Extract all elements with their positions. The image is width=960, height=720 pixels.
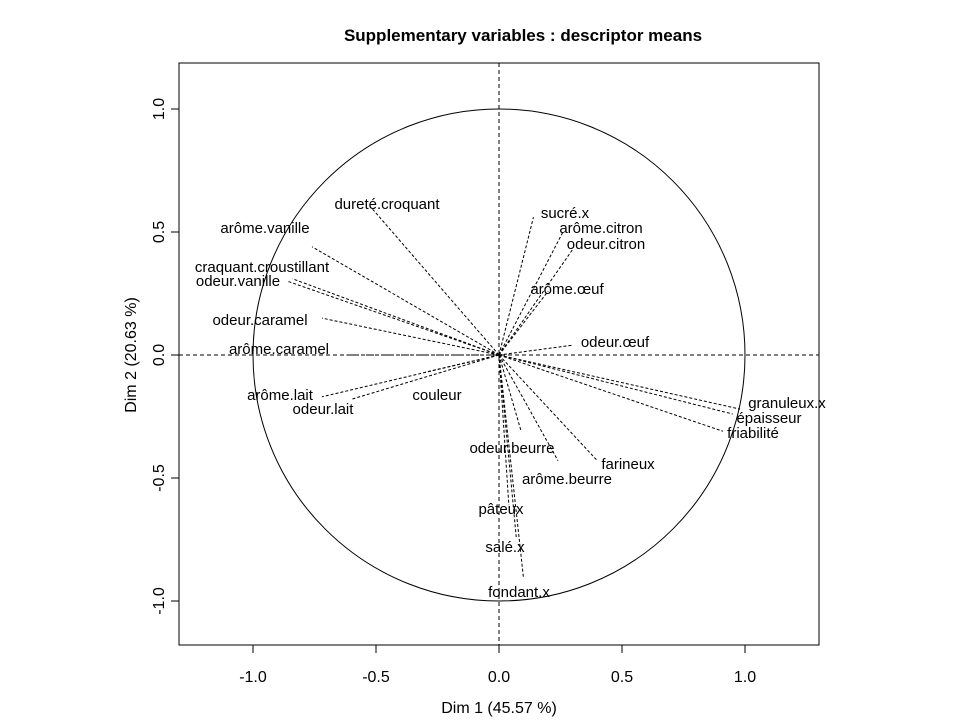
vector-odeur-vanille: [287, 280, 500, 356]
label-odeur-citron: odeur.citron: [567, 236, 645, 253]
label-arome-oeuf: arôme.œuf: [530, 281, 604, 298]
y-axis: -1.0 -0.5 0.0 0.5 1.0: [151, 98, 180, 615]
vector-odeur-oeuf: [498, 344, 573, 356]
unit-circle: [252, 108, 746, 602]
label-couleur: couleur: [412, 387, 461, 404]
label-odeur-oeuf: odeur.œuf: [581, 334, 650, 351]
label-durete-croquant: dureté.croquant: [334, 196, 440, 213]
y-tick-label: 0.5: [151, 221, 168, 243]
vector-craquant-croustillant: [292, 278, 500, 356]
label-arome-vanille: arôme.vanille: [220, 220, 309, 237]
y-tick-label: -1.0: [151, 587, 168, 615]
vector-odeur-caramel: [321, 317, 500, 356]
label-arome-caramel: arôme.caramel: [229, 341, 329, 358]
vector-arome-vanille: [311, 246, 500, 356]
vector-couleur: [425, 354, 500, 373]
label-farineux: farineux: [601, 456, 655, 473]
vector-odeur-beurre: [498, 354, 522, 432]
vector-fondant-x: [498, 354, 525, 579]
y-tick-label: -0.5: [151, 464, 168, 492]
vector-pateux: [498, 354, 510, 506]
chart-title: Supplementary variables : descriptor mea…: [344, 26, 702, 45]
vector-durete-croquant: [370, 207, 500, 356]
label-pateux: pâteux: [478, 501, 524, 518]
y-tick-label: 0.0: [151, 344, 168, 366]
vector-sucre-x: [498, 217, 534, 356]
vector-friabilite: [498, 354, 724, 432]
label-friabilite: friabilité: [727, 425, 779, 442]
vector-farineux: [498, 354, 598, 462]
y-tick-label: 1.0: [151, 98, 168, 120]
label-sucre-x: sucré.x: [541, 205, 590, 222]
vector-arome-oeuf: [498, 290, 549, 356]
x-axis: -1.0 -0.5 0.0 0.5 1.0: [239, 644, 756, 686]
label-odeur-caramel: odeur.caramel: [212, 312, 307, 329]
label-craquant-croustillant: craquant.croustillant: [195, 259, 330, 276]
label-arome-citron: arôme.citron: [559, 220, 642, 237]
x-tick-label: 0.5: [611, 669, 633, 686]
label-epaisseur: épaisseur: [736, 410, 801, 427]
vector-odeur-lait: [351, 354, 500, 400]
vector-odeur-citron: [498, 248, 574, 356]
vector-arome-beurre: [498, 354, 559, 462]
x-axis-label: Dim 1 (45.57 %): [441, 700, 557, 717]
vector-epaisseur: [498, 354, 733, 415]
variable-labels: dureté.croquant arôme.vanille craquant.cro…: [195, 196, 826, 601]
label-arome-lait: arôme.lait: [247, 387, 314, 404]
x-tick-label: 1.0: [734, 669, 756, 686]
vector-granuleux-x: [498, 354, 741, 410]
label-arome-beurre: arôme.beurre: [522, 471, 612, 488]
label-odeur-beurre: odeur.beurre: [469, 440, 554, 457]
label-odeur-vanille: odeur.vanille: [196, 273, 280, 290]
label-sale-x: salé.x: [485, 539, 525, 556]
label-odeur-lait: odeur.lait: [293, 401, 355, 418]
x-tick-label: 0.0: [488, 669, 510, 686]
vector-arome-citron: [498, 231, 564, 356]
label-granuleux-x: granuleux.x: [748, 395, 826, 412]
label-fondant-x: fondant.x: [488, 584, 550, 601]
y-axis-label: Dim 2 (20.63 %): [123, 297, 140, 413]
x-tick-label: -1.0: [239, 669, 267, 686]
variable-vectors: [287, 207, 741, 579]
x-tick-label: -0.5: [362, 669, 390, 686]
